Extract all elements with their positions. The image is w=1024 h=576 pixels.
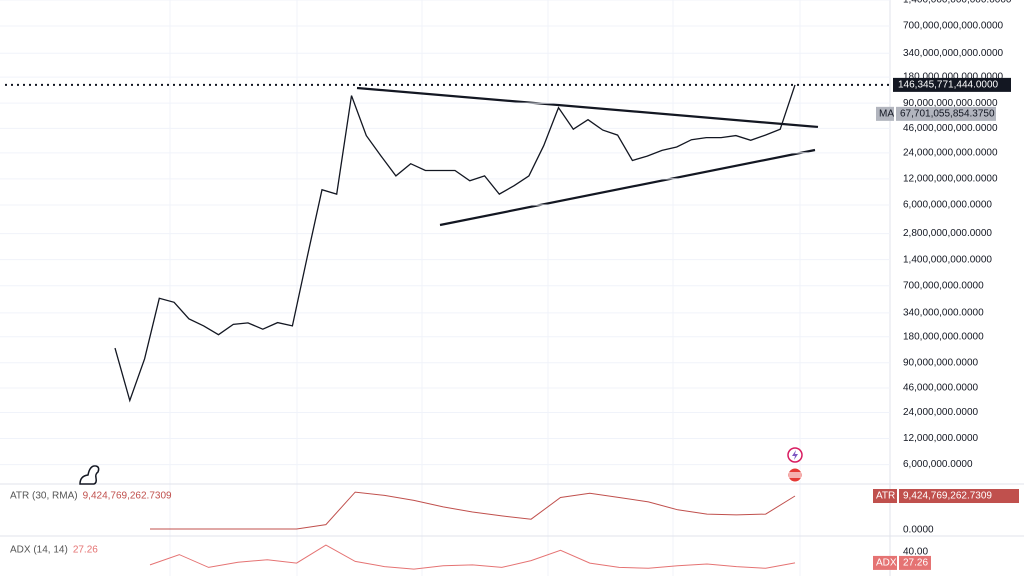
y-tick-label: 12,000,000.0000 [903, 433, 979, 444]
y-tick-label: 24,000,000,000.0000 [903, 147, 998, 158]
event-icon-bolt [792, 450, 798, 460]
series-line [150, 491, 796, 530]
y-tick-label: 700,000,000.0000 [903, 280, 984, 291]
indicator-name: ATR [876, 491, 895, 502]
y-tick-label: 90,000,000.0000 [903, 357, 979, 368]
y-tick-label: 90,000,000,000.0000 [903, 98, 998, 109]
ma-value-badge [896, 106, 996, 121]
ma-name: MA [879, 108, 894, 119]
y-tick-label: 6,000,000.0000 [903, 459, 973, 470]
y-tick-label: 0.0000 [903, 525, 934, 536]
logo[interactable] [79, 465, 100, 485]
indicator-name-badge [873, 555, 897, 570]
last-price-label: 146,345,771,444.0000 [898, 80, 999, 91]
y-tick-label: 1,400,000,000.0000 [903, 254, 992, 265]
y-tick-label: 340,000,000.0000 [903, 307, 984, 318]
indicator-title: ADX (14, 14) [10, 545, 68, 556]
indicator-value-badge [899, 489, 1019, 504]
indicator-value-label: 27.26 [903, 558, 928, 569]
ma-name-badge [876, 106, 894, 121]
y-tick-label: 180,000,000.0000 [903, 331, 984, 342]
y-tick-label: 180,000,000,000.0000 [903, 72, 1004, 83]
series-line [114, 84, 796, 403]
y-tick-label: 340,000,000,000.0000 [903, 48, 1004, 59]
indicator-value: 27.26 [73, 545, 98, 556]
y-tick-label: 1,400,000,000,000.0000 [903, 0, 1012, 6]
last-price-badge [893, 77, 1011, 92]
vertical-grid [169, 0, 801, 576]
y-tick-label: 2,800,000,000.0000 [903, 228, 992, 239]
flag-icon-stripes [789, 472, 801, 478]
y-tick-label: 40.00 [903, 547, 928, 558]
y-tick-label: 24,000,000.0000 [903, 407, 979, 418]
trendline[interactable] [356, 86, 819, 129]
y-tick-label: 700,000,000,000.0000 [903, 21, 1004, 32]
logo-icon [79, 465, 100, 485]
ma-label: 67,701,055,854.3750 [900, 108, 995, 119]
y-tick-label: 46,000,000,000.0000 [903, 123, 998, 134]
y-tick-label: 12,000,000,000.0000 [903, 174, 998, 185]
series-line [149, 544, 796, 570]
indicator-name: ADX [876, 558, 897, 569]
indicator-value-badge [899, 555, 931, 570]
y-tick-label: 6,000,000,000.0000 [903, 200, 992, 211]
indicator-name-badge [873, 489, 897, 504]
indicator-title: ATR (30, RMA) [10, 491, 78, 502]
indicator-value: 9,424,769,262.7309 [83, 491, 172, 502]
y-tick-label: 46,000,000.0000 [903, 383, 979, 394]
indicator-value-label: 9,424,769,262.7309 [903, 491, 992, 502]
trendline[interactable] [439, 148, 816, 227]
